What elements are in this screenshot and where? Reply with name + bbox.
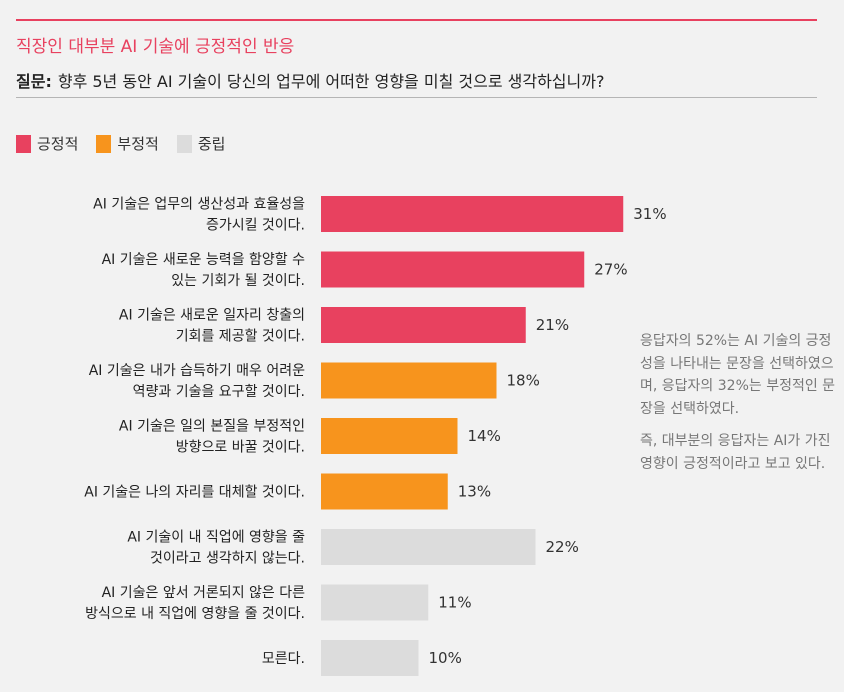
bar-neutral <box>321 640 419 676</box>
category-label: 역량과 기술을 요구할 것이다. <box>133 384 305 400</box>
value-label: 21% <box>536 316 569 334</box>
category-label: AI 기술은 내가 습득하기 매우 어려운 <box>89 363 305 379</box>
category-label: 방식으로 내 직업에 영향을 줄 것이다. <box>85 606 305 622</box>
chart-title: 직장인 대부분 AI 기술에 긍정적인 반응 <box>16 37 295 57</box>
category-label: AI 기술은 새로운 능력을 함양할 수 <box>102 252 306 268</box>
category-label: AI 기술은 새로운 일자리 창출의 <box>119 308 305 324</box>
legend-negative: 부정적 <box>96 133 159 154</box>
bar-negative <box>321 418 458 454</box>
legend-swatch-neutral <box>176 134 192 153</box>
category-label: 것이라고 생각하지 않는다. <box>150 551 305 567</box>
question-label: 질문: <box>16 72 52 91</box>
legend-neutral: 중립 <box>176 133 226 154</box>
category-label: 증가시킬 것이다. <box>206 218 305 234</box>
category-label: AI 기술은 나의 자리를 대체할 것이다. <box>84 485 305 501</box>
value-label: 10% <box>429 649 462 667</box>
bar-neutral <box>321 584 429 621</box>
value-label: 11% <box>438 594 471 612</box>
question-text: 향후 5년 동안 AI 기술이 당신의 업무에 어떠한 영향을 미칠 것으로 생… <box>57 72 605 91</box>
value-label: 18% <box>507 372 540 390</box>
value-label: 27% <box>594 261 627 279</box>
note-paragraph-1: 응답자의 52%는 AI 기술의 긍정성을 나타내는 문장을 선택하였으며, 응… <box>640 333 836 417</box>
category-label: 방향으로 바꿀 것이다. <box>176 440 305 456</box>
bar-neutral <box>321 529 536 565</box>
value-label: 31% <box>633 205 666 223</box>
divider <box>16 97 817 98</box>
bar-positive <box>321 196 624 232</box>
category-label: AI 기술은 업무의 생산성과 효율성을 <box>93 197 305 213</box>
legend: 긍정적 부정적 중립 <box>16 133 225 154</box>
legend-swatch-negative <box>96 134 112 153</box>
legend-label: 부정적 <box>117 135 159 153</box>
legend-label: 긍정적 <box>37 135 79 153</box>
value-label: 22% <box>546 538 579 556</box>
category-label: 기회를 제공할 것이다. <box>176 329 305 345</box>
category-label: 있는 기회가 될 것이다. <box>171 273 305 289</box>
bar-positive <box>321 251 585 288</box>
category-label: AI 기술은 일의 본질을 부정적인 <box>119 419 305 435</box>
legend-label: 중립 <box>197 135 226 153</box>
category-label: 모른다. <box>262 651 305 667</box>
value-label: 14% <box>468 427 501 445</box>
legend-swatch-positive <box>16 134 31 153</box>
legend-positive: 긍정적 <box>16 133 78 154</box>
bar-negative <box>321 473 448 510</box>
annotation-note: 응답자의 52%는 AI 기술의 긍정성을 나타내는 문장을 선택하였으며, 응… <box>640 330 840 485</box>
note-paragraph-2: 즉, 대부분의 응답자는 AI가 가진 영향이 긍정적이라고 보고 있다. <box>640 433 831 472</box>
top-accent-line <box>16 19 817 21</box>
question: 질문: 향후 5년 동안 AI 기술이 당신의 업무에 어떠한 영향을 미칠 것으… <box>16 68 604 92</box>
bar-negative <box>321 362 497 399</box>
category-label: AI 기술이 내 직업에 영향을 줄 <box>127 530 305 546</box>
value-label: 13% <box>458 483 491 501</box>
category-label: AI 기술은 앞서 거론되지 않은 다른 <box>102 585 306 601</box>
bar-positive <box>321 307 526 343</box>
